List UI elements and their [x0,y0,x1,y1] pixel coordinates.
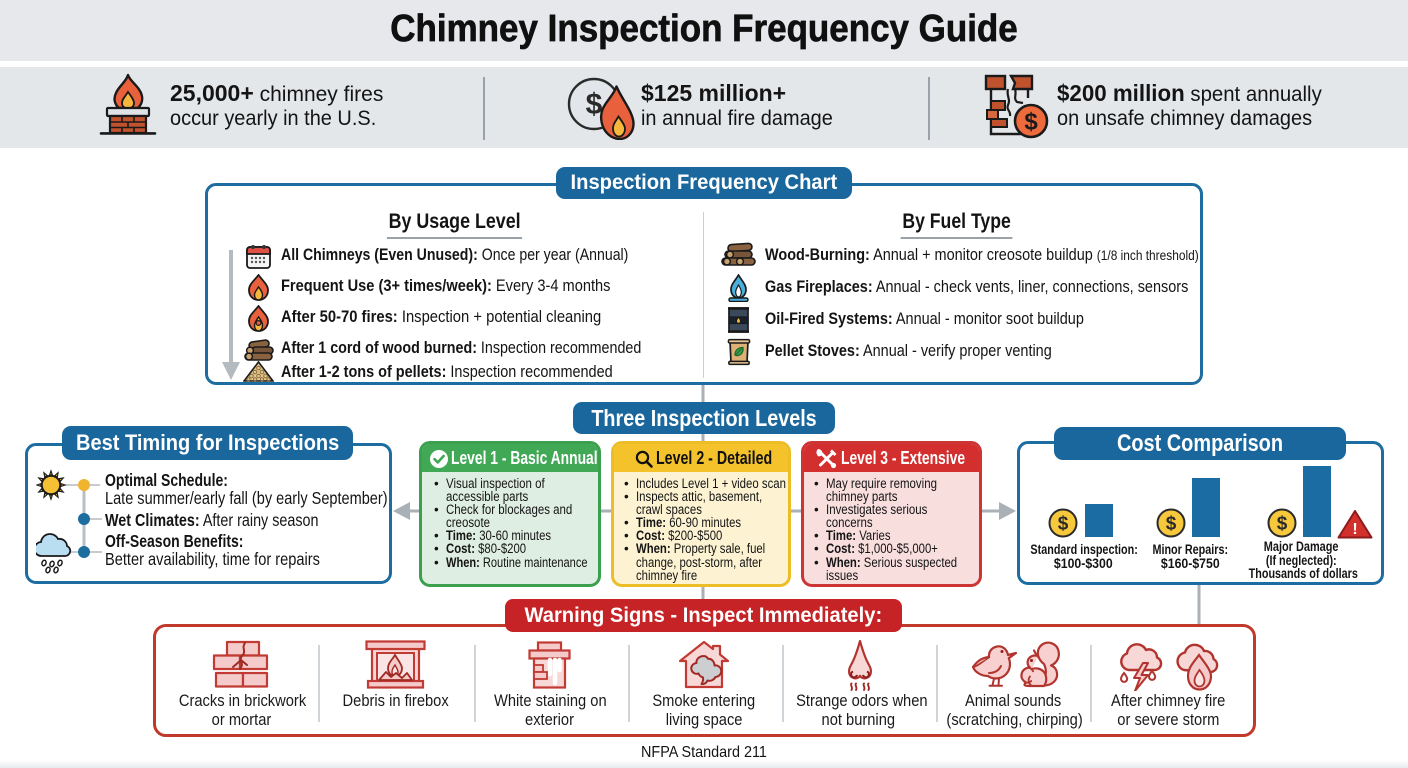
svg-text:$: $ [1166,514,1177,535]
svg-text:$: $ [1058,514,1069,535]
svg-text:$: $ [1024,109,1038,136]
svg-text:!: ! [1352,521,1357,538]
svg-text:$: $ [1277,514,1288,535]
svg-text:$: $ [586,88,603,121]
